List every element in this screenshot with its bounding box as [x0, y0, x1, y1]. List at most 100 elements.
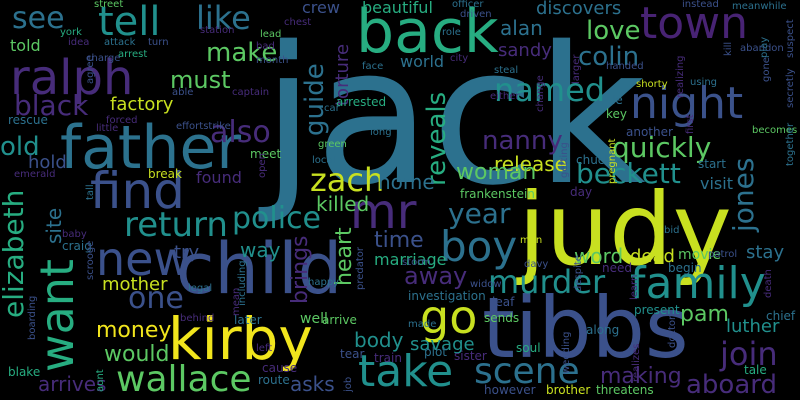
- word-tibbs: tibbs: [482, 279, 689, 377]
- word-becomes: becomes: [752, 125, 798, 136]
- word-charge: charge: [86, 53, 121, 64]
- word-secretly: secretly: [785, 68, 796, 108]
- word-named: named: [494, 71, 606, 109]
- word-larger: larger: [571, 54, 582, 84]
- word-man: man: [520, 235, 543, 246]
- word-body: body: [354, 328, 404, 352]
- word-find: find: [90, 162, 185, 220]
- word-arrest: arrest: [118, 49, 148, 60]
- word-try: try: [174, 242, 200, 263]
- word-day: day: [570, 185, 593, 199]
- word-year: year: [448, 197, 511, 230]
- word-month: month: [256, 55, 289, 66]
- word-little: little: [96, 123, 119, 134]
- word-pregnant: pregnant: [607, 138, 618, 184]
- word-york: york: [60, 27, 82, 38]
- word-behind: behind: [180, 313, 215, 324]
- word-soul: soul: [516, 341, 541, 355]
- word-asks: asks: [290, 372, 335, 396]
- word-blake: blake: [8, 365, 41, 379]
- word-bid: bid: [664, 225, 680, 236]
- word-using: using: [690, 77, 718, 88]
- word-wallace: wallace: [116, 359, 252, 400]
- word-killed: killed: [316, 192, 370, 216]
- word-hold: hold: [28, 152, 67, 173]
- word-way: way: [240, 238, 281, 262]
- word-boy: boy: [440, 222, 518, 271]
- word-arrested: arrested: [336, 95, 387, 109]
- word-realizes: realizes: [631, 343, 642, 382]
- word-old: old: [0, 132, 40, 162]
- word-child: child: [176, 228, 343, 310]
- word-also: also: [210, 115, 271, 150]
- word-present: present: [634, 303, 680, 317]
- word-movie: movie: [678, 247, 721, 263]
- word-investigation: investigation: [408, 289, 486, 303]
- word-colin: colin: [578, 42, 640, 72]
- word-sends: sends: [484, 311, 520, 325]
- word-wedding: wedding: [561, 331, 572, 375]
- word-would: would: [104, 342, 170, 367]
- word-like: like: [196, 0, 251, 37]
- word-elizabeth: elizabeth: [0, 189, 30, 318]
- word-time: time: [374, 228, 424, 253]
- word-discovers: discovers: [536, 0, 622, 19]
- word-alan: alan: [500, 16, 543, 40]
- word-scene: scene: [474, 351, 580, 392]
- word-marriage: marriage: [374, 250, 447, 269]
- word-forced: forced: [106, 115, 138, 126]
- word-threatens: threatens: [596, 383, 654, 397]
- word-crew: crew: [302, 0, 340, 17]
- word-bad: bad: [256, 41, 275, 52]
- word-luther: luther: [726, 316, 780, 337]
- word-family: family: [630, 258, 766, 309]
- word-meet: meet: [250, 147, 282, 161]
- word-however: however: [484, 383, 536, 397]
- word-new: new: [96, 232, 192, 286]
- word-together: together: [785, 122, 796, 166]
- word-arrives: arrives: [38, 372, 107, 396]
- word-suspect: suspect: [785, 19, 796, 58]
- word-jones: jones: [727, 157, 760, 232]
- word-murder: murder: [488, 263, 606, 301]
- word-site: site: [42, 207, 66, 244]
- word-change: change: [535, 75, 546, 112]
- word-begin: begin: [668, 261, 702, 275]
- word-either: either: [490, 91, 520, 102]
- word-judy: judy: [518, 171, 732, 288]
- word-instead: instead: [682, 0, 719, 10]
- word-doctor: doctor: [667, 315, 678, 348]
- word-stay: stay: [746, 242, 785, 263]
- word-legal: legal: [188, 283, 213, 294]
- word-aboard: aboard: [686, 370, 778, 400]
- word-scrooge: scrooge: [85, 240, 96, 280]
- word-car: car: [324, 103, 340, 114]
- word-officer: officer: [452, 0, 484, 10]
- word-word: word: [574, 244, 624, 268]
- word-father: father: [60, 113, 242, 183]
- word-ralph: ralph: [10, 50, 134, 106]
- word-chest: chest: [284, 17, 312, 28]
- word-open: open: [257, 153, 268, 178]
- word-city: city: [450, 53, 469, 64]
- word-predator: predator: [355, 246, 366, 290]
- word-idea: idea: [68, 37, 90, 48]
- word-aunt: aunt: [95, 369, 106, 392]
- word-leaf: leaf: [492, 295, 515, 309]
- word-driven: driven: [460, 9, 492, 20]
- word-davy: davy: [524, 259, 549, 270]
- word-start: start: [698, 157, 726, 171]
- word-mr: mr: [350, 184, 417, 240]
- word-factory: factory: [110, 94, 174, 115]
- word-black: black: [14, 89, 89, 122]
- word-steal: steal: [494, 65, 519, 76]
- word-another: another: [626, 125, 673, 139]
- word-take: take: [358, 346, 454, 397]
- word-later: later: [234, 313, 262, 327]
- word-need: need: [602, 261, 632, 275]
- word-release-2: release: [494, 152, 567, 176]
- word-green: green: [318, 139, 347, 150]
- word-must: must: [170, 66, 231, 94]
- word-found: found: [196, 168, 242, 187]
- word-plot: plot: [424, 345, 447, 359]
